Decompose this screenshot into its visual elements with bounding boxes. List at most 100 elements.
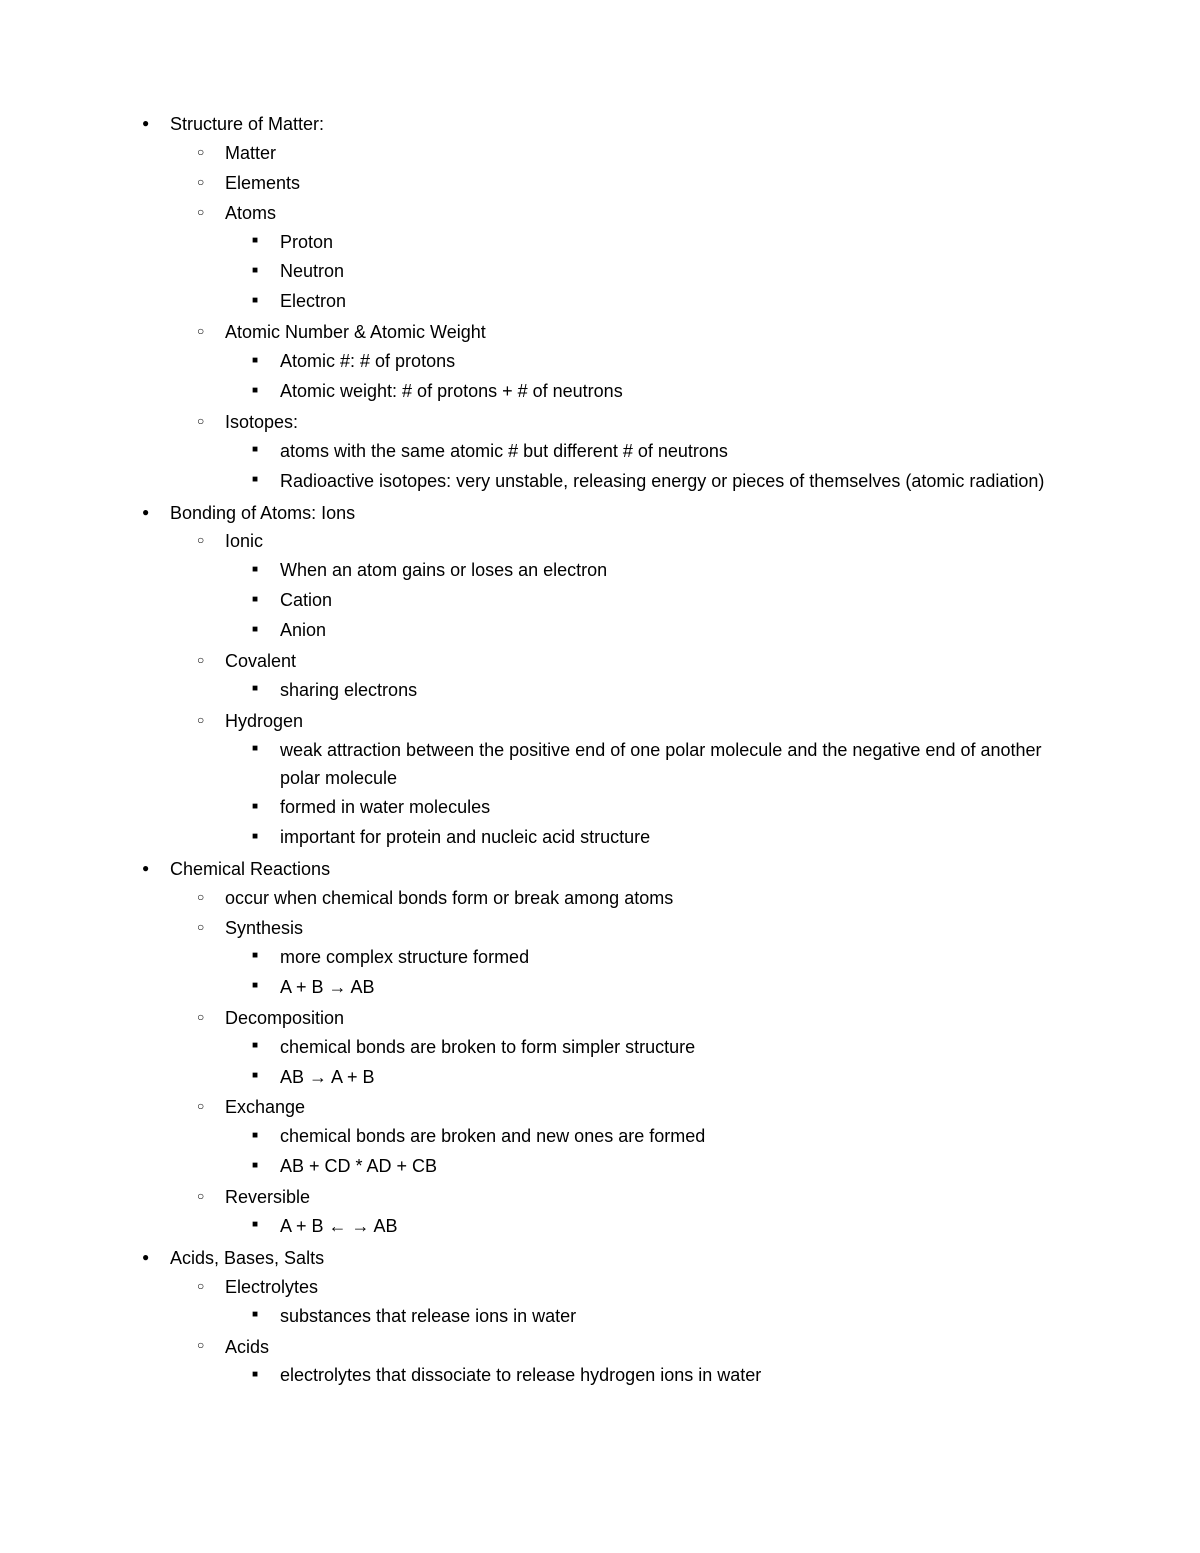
list-item: Chemical Reactions occur when chemical b… <box>170 855 1070 1244</box>
item-text: Radioactive isotopes: very unstable, rel… <box>280 471 1044 491</box>
list-item: weak attraction between the positive end… <box>280 736 1070 794</box>
list-item: Ionic When an atom gains or loses an ele… <box>225 527 1070 647</box>
list-item: Acids electrolytes that dissociate to re… <box>225 1333 1070 1393</box>
list-item: Elements <box>225 169 1070 199</box>
list-item: Isotopes: atoms with the same atomic # b… <box>225 408 1070 498</box>
item-text: Hydrogen <box>225 711 303 731</box>
list-item: Matter <box>225 139 1070 169</box>
list-item: more complex structure formed <box>280 943 1070 973</box>
item-text: Atomic Number & Atomic Weight <box>225 322 486 342</box>
list-item: Hydrogen weak attraction between the pos… <box>225 707 1070 854</box>
item-text: Ionic <box>225 531 263 551</box>
item-text: Covalent <box>225 651 296 671</box>
item-text: chemical bonds are broken to form simple… <box>280 1037 695 1057</box>
list-item: Synthesis more complex structure formed … <box>225 914 1070 1004</box>
item-text: Chemical Reactions <box>170 859 330 879</box>
list-item: important for protein and nucleic acid s… <box>280 823 1070 853</box>
item-text: Decomposition <box>225 1008 344 1028</box>
item-text: substances that release ions in water <box>280 1306 576 1326</box>
item-text: Synthesis <box>225 918 303 938</box>
item-text: Exchange <box>225 1097 305 1117</box>
item-text: Neutron <box>280 261 344 281</box>
sublist: When an atom gains or loses an electron … <box>225 556 1070 646</box>
list-item: Neutron <box>280 257 1070 287</box>
list-item: When an atom gains or loses an electron <box>280 556 1070 586</box>
list-item: substances that release ions in water <box>280 1302 1070 1332</box>
item-text: Acids, Bases, Salts <box>170 1248 324 1268</box>
item-text: more complex structure formed <box>280 947 529 967</box>
list-item: Electron <box>280 287 1070 317</box>
list-item: Atomic #: # of protons <box>280 347 1070 377</box>
sublist: Matter Elements Atoms Proton Neutron Ele… <box>170 139 1070 498</box>
list-item: Covalent sharing electrons <box>225 647 1070 707</box>
sublist: A + B ← → AB <box>225 1212 1070 1242</box>
item-text: Electron <box>280 291 346 311</box>
list-item: Acids, Bases, Salts Electrolytes substan… <box>170 1244 1070 1393</box>
list-item: Reversible A + B ← → AB <box>225 1183 1070 1243</box>
sublist: chemical bonds are broken to form simple… <box>225 1033 1070 1093</box>
item-text: important for protein and nucleic acid s… <box>280 827 650 847</box>
item-text: chemical bonds are broken and new ones a… <box>280 1126 705 1146</box>
list-item: Electrolytes substances that release ion… <box>225 1273 1070 1333</box>
item-text: Electrolytes <box>225 1277 318 1297</box>
sublist: Proton Neutron Electron <box>225 228 1070 318</box>
list-item: AB → A + B <box>280 1063 1070 1093</box>
outline-root: Structure of Matter: Matter Elements Ato… <box>130 110 1070 1393</box>
item-text: A + B → AB <box>280 977 375 997</box>
sublist: chemical bonds are broken and new ones a… <box>225 1122 1070 1182</box>
list-item: Decomposition chemical bonds are broken … <box>225 1004 1070 1094</box>
item-text: Anion <box>280 620 326 640</box>
list-item: occur when chemical bonds form or break … <box>225 884 1070 914</box>
list-item: chemical bonds are broken and new ones a… <box>280 1122 1070 1152</box>
item-text: Acids <box>225 1337 269 1357</box>
item-text: Elements <box>225 173 300 193</box>
list-item: Radioactive isotopes: very unstable, rel… <box>280 467 1070 497</box>
item-text: Matter <box>225 143 276 163</box>
sublist: atoms with the same atomic # but differe… <box>225 437 1070 497</box>
list-item: Atoms Proton Neutron Electron <box>225 199 1070 319</box>
list-item: atoms with the same atomic # but differe… <box>280 437 1070 467</box>
item-text: When an atom gains or loses an electron <box>280 560 607 580</box>
item-text: Cation <box>280 590 332 610</box>
item-text: sharing electrons <box>280 680 417 700</box>
item-text: Atomic #: # of protons <box>280 351 455 371</box>
list-item: Atomic weight: # of protons + # of neutr… <box>280 377 1070 407</box>
sublist: substances that release ions in water <box>225 1302 1070 1332</box>
sublist: more complex structure formed A + B → AB <box>225 943 1070 1003</box>
item-text: Isotopes: <box>225 412 298 432</box>
item-text: Bonding of Atoms: Ions <box>170 503 355 523</box>
sublist: weak attraction between the positive end… <box>225 736 1070 854</box>
item-text: Atoms <box>225 203 276 223</box>
sublist: sharing electrons <box>225 676 1070 706</box>
item-text: Structure of Matter: <box>170 114 324 134</box>
item-text: AB + CD * AD + CB <box>280 1156 437 1176</box>
sublist: occur when chemical bonds form or break … <box>170 884 1070 1243</box>
list-item: Exchange chemical bonds are broken and n… <box>225 1093 1070 1183</box>
list-item: sharing electrons <box>280 676 1070 706</box>
list-item: Anion <box>280 616 1070 646</box>
list-item: Structure of Matter: Matter Elements Ato… <box>170 110 1070 499</box>
list-item: Atomic Number & Atomic Weight Atomic #: … <box>225 318 1070 408</box>
item-text: A + B ← → AB <box>280 1216 398 1236</box>
list-item: electrolytes that dissociate to release … <box>280 1361 1070 1391</box>
item-text: Atomic weight: # of protons + # of neutr… <box>280 381 623 401</box>
item-text: formed in water molecules <box>280 797 490 817</box>
item-text: AB → A + B <box>280 1067 375 1087</box>
sublist: electrolytes that dissociate to release … <box>225 1361 1070 1391</box>
list-item: A + B ← → AB <box>280 1212 1070 1242</box>
item-text: Proton <box>280 232 333 252</box>
sublist: Electrolytes substances that release ion… <box>170 1273 1070 1393</box>
list-item: chemical bonds are broken to form simple… <box>280 1033 1070 1063</box>
list-item: A + B → AB <box>280 973 1070 1003</box>
sublist: Atomic #: # of protons Atomic weight: # … <box>225 347 1070 407</box>
list-item: AB + CD * AD + CB <box>280 1152 1070 1182</box>
list-item: formed in water molecules <box>280 793 1070 823</box>
item-text: weak attraction between the positive end… <box>280 740 1042 788</box>
item-text: Reversible <box>225 1187 310 1207</box>
item-text: electrolytes that dissociate to release … <box>280 1365 761 1385</box>
list-item: Bonding of Atoms: Ions Ionic When an ato… <box>170 499 1070 856</box>
list-item: Cation <box>280 586 1070 616</box>
item-text: occur when chemical bonds form or break … <box>225 888 673 908</box>
sublist: Ionic When an atom gains or loses an ele… <box>170 527 1070 854</box>
list-item: Proton <box>280 228 1070 258</box>
